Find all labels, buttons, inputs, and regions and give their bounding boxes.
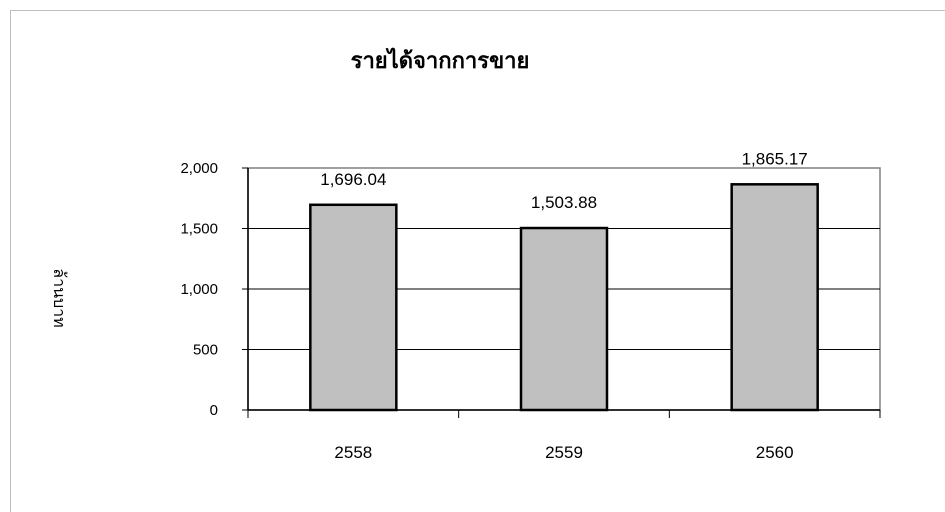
bar	[309, 203, 398, 412]
y-tick-label: 1,500	[180, 221, 218, 238]
data-label: 1,865.17	[742, 149, 808, 168]
x-tick-label: 2559	[545, 443, 583, 462]
x-tick-label: 2558	[334, 443, 372, 462]
y-tick-label: 500	[193, 342, 218, 359]
chart-title: รายได้จากการขาย	[351, 47, 530, 74]
data-label: 1,696.04	[320, 170, 386, 189]
y-axis-label: ล้านบาท	[50, 268, 69, 327]
y-tick-label: 0	[210, 402, 218, 419]
x-tick-label: 2560	[756, 443, 794, 462]
y-tick-label: 2,000	[180, 160, 218, 177]
bar	[730, 183, 819, 412]
y-tick-label: 1,000	[180, 281, 218, 298]
data-label: 1,503.88	[531, 193, 597, 212]
plot-area: 0 500 1,000 1,500 2,000 1,696.04 2558 1,503.88 2…	[180, 149, 881, 462]
bar	[519, 226, 609, 412]
